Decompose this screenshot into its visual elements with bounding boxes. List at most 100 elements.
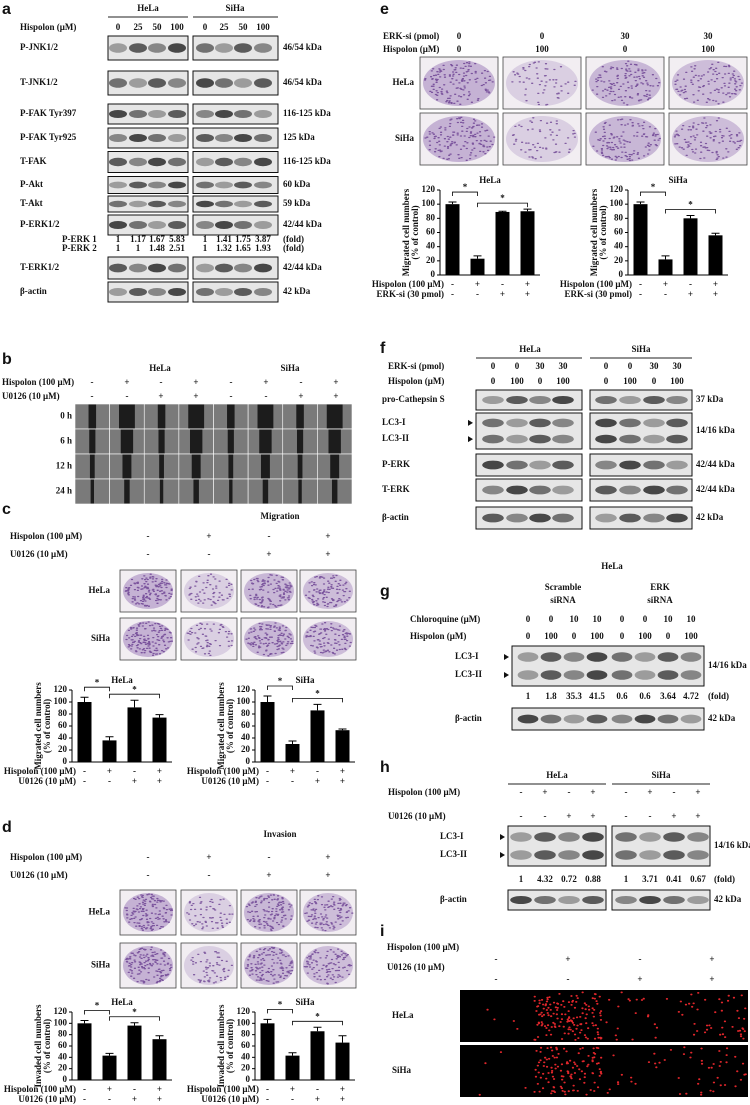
blot-band <box>168 221 186 229</box>
treatment-value: + <box>637 974 642 984</box>
fold-value: 1 <box>519 874 524 884</box>
row-label: P-FAK Tyr925 <box>20 132 77 142</box>
wound-gap <box>228 454 234 479</box>
treatment-value: + <box>590 787 595 797</box>
blot-band <box>129 110 147 118</box>
row-label: β-actin <box>455 713 482 723</box>
y-axis-label-sub: (% of control) <box>410 205 420 259</box>
size-label: 116-125 kDa <box>283 156 331 166</box>
x-treatment-value: - <box>664 289 667 299</box>
blot-band <box>639 896 661 904</box>
blot-band <box>215 78 233 88</box>
error-bar <box>288 1052 297 1056</box>
x-treatment-value: - <box>639 279 642 289</box>
puncta <box>605 991 669 1041</box>
fold-value: 35.3 <box>566 691 582 701</box>
cell-image <box>180 889 238 936</box>
x-treatment-value: + <box>340 776 345 786</box>
blot-strip <box>475 478 583 502</box>
blot-band <box>196 78 214 88</box>
blot-band <box>168 134 186 142</box>
panel-letter: h <box>380 759 390 776</box>
blot-band <box>615 850 637 860</box>
bar <box>285 744 300 762</box>
treatment-value: 10 <box>687 614 697 624</box>
cell-line-label: HeLa <box>89 585 111 595</box>
fold-value: 1.17 <box>130 234 146 244</box>
x-treatment-value: + <box>157 776 162 786</box>
y-tick-label: 100 <box>610 198 624 208</box>
bar <box>102 740 117 762</box>
group-label: SiHa <box>651 770 671 780</box>
blot-strip <box>589 412 693 450</box>
blot-band <box>619 513 641 523</box>
wound-gap <box>257 404 274 429</box>
wound-gap <box>122 454 132 479</box>
blot-band <box>529 485 551 495</box>
wound-gap <box>188 404 205 429</box>
well <box>672 116 744 162</box>
significance-bracket <box>84 1010 110 1015</box>
treatment-value: + <box>193 377 198 387</box>
blot-band <box>517 714 539 724</box>
x-treatment-value: - <box>83 776 86 786</box>
treatment-value: + <box>709 974 714 984</box>
fluorescence-image <box>460 990 532 1042</box>
fold-unit: (fold) <box>283 234 304 244</box>
x-treatment-value: + <box>315 1094 320 1104</box>
treatment-value: + <box>325 870 330 880</box>
size-label: 46/54 kDa <box>283 77 322 87</box>
blot-band <box>109 43 127 53</box>
blot-band <box>215 221 233 229</box>
significance-bracket <box>640 191 666 197</box>
blot-band <box>254 157 272 167</box>
treatment-value: - <box>520 787 523 797</box>
treatment-value: 30 <box>536 361 546 371</box>
error-bar <box>105 1052 114 1056</box>
treatment-value: - <box>625 811 628 821</box>
panel-title: Invasion <box>263 829 296 839</box>
treatment-value: - <box>208 870 211 880</box>
x-treatment-label: Hispolon (100 μM) <box>560 279 632 289</box>
x-treatment-value: - <box>83 766 86 776</box>
treatment-value: - <box>208 549 211 559</box>
blot-band <box>234 221 252 229</box>
cells <box>190 950 234 984</box>
significance-star: * <box>278 676 283 686</box>
fluorescence-image <box>676 990 748 1042</box>
cell-line-label: SiHa <box>395 133 415 143</box>
x-treatment-value: - <box>501 279 504 289</box>
blot-strip <box>107 103 189 125</box>
blot-strip <box>107 176 189 194</box>
treatment-value: 50 <box>239 22 249 32</box>
treatment-value: + <box>333 377 338 387</box>
x-treatment-value: + <box>290 766 295 776</box>
treatment-value: 0 <box>526 631 531 641</box>
cells <box>423 61 494 105</box>
size-label: 60 kDa <box>283 179 311 189</box>
y-tick-label: 120 <box>54 684 68 694</box>
row-label: LC3-II <box>382 433 410 443</box>
error-bar <box>498 210 507 212</box>
blot-band <box>586 652 608 662</box>
significance-star: * <box>500 193 505 203</box>
wound-gap <box>158 429 165 454</box>
x-treatment-value: - <box>83 1084 86 1094</box>
treatment-label: ERK-si (pmol) <box>388 361 444 371</box>
y-tick-label: 120 <box>54 1006 68 1016</box>
treatment-value: + <box>266 870 271 880</box>
blot-band <box>619 485 641 495</box>
y-tick-label: 60 <box>241 720 251 730</box>
blot-band <box>634 670 656 680</box>
significance-star: * <box>315 688 320 698</box>
cells <box>674 61 744 105</box>
blot-band <box>148 221 166 229</box>
significance-bracket <box>267 685 293 690</box>
error-bar <box>288 740 297 744</box>
y-tick-label: 0 <box>63 1074 68 1084</box>
blot-band <box>109 134 127 142</box>
wound-gap <box>159 479 164 504</box>
significance-bracket <box>665 209 716 214</box>
error-bar <box>263 695 272 702</box>
blot-band <box>234 288 252 296</box>
